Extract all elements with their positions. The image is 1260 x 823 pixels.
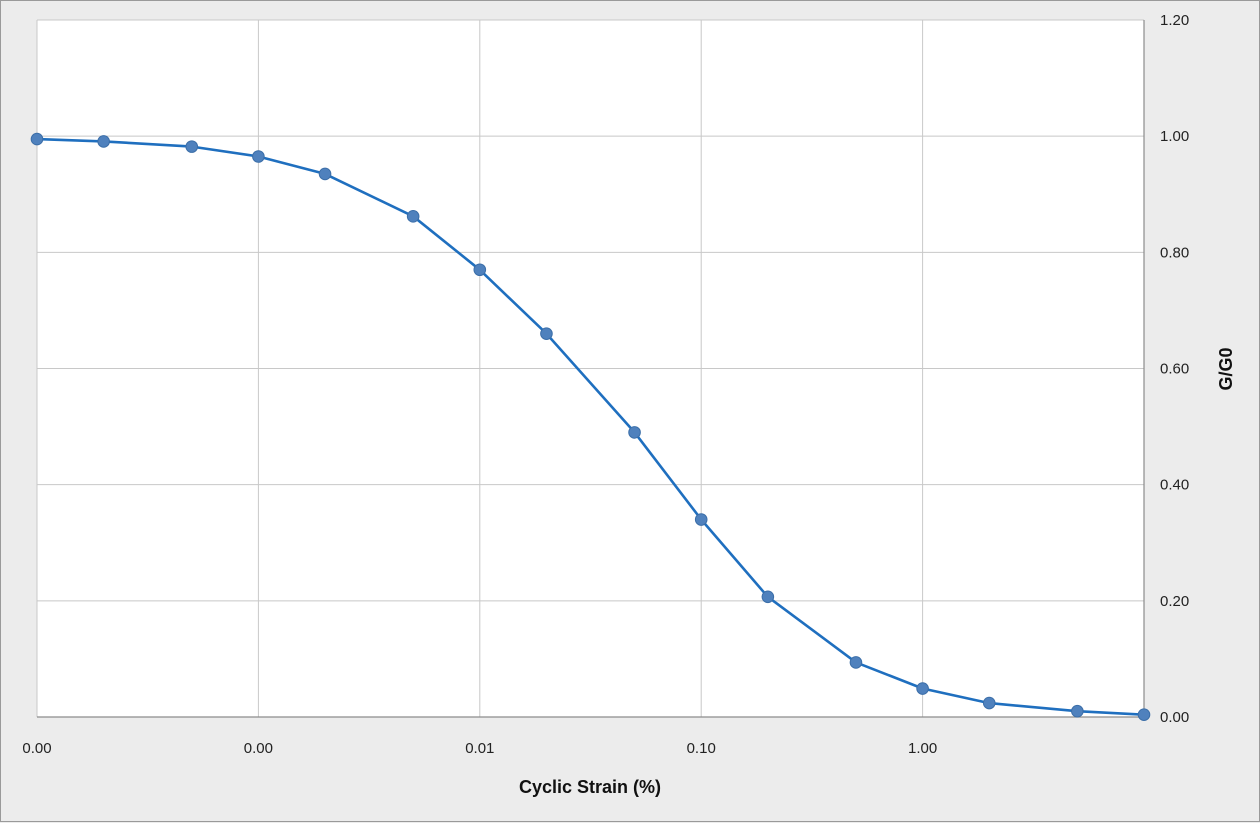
x-tick-label: 1.00	[908, 740, 937, 757]
data-point	[185, 140, 199, 153]
data-point	[30, 132, 44, 146]
y-tick-label: 0.40	[1160, 477, 1189, 494]
data-point	[761, 590, 775, 604]
data-point	[97, 135, 110, 148]
x-tick-label: 0.10	[687, 740, 716, 757]
data-point	[406, 210, 420, 223]
series-line	[36, 137, 1145, 716]
x-tick-label: 0.00	[22, 740, 51, 757]
data-point	[473, 263, 487, 277]
y-tick-label: 0.60	[1160, 361, 1189, 378]
x-axis-title: Cyclic Strain (%)	[519, 777, 661, 797]
y-axis-ticks: 0.00 0.20 0.40 0.60 0.80 1.00 1.20	[1160, 12, 1189, 726]
data-point	[252, 150, 265, 163]
y-tick-label: 0.80	[1160, 244, 1189, 261]
y-tick-label: 1.00	[1160, 128, 1189, 145]
y-tick-label: 1.20	[1160, 12, 1189, 29]
data-point	[318, 167, 332, 181]
data-point	[694, 513, 708, 526]
x-axis-ticks: 0.00 0.00 0.01 0.10 1.00	[22, 740, 937, 757]
y-tick-label: 0.00	[1160, 709, 1189, 726]
axes	[37, 20, 1145, 718]
series-markers	[30, 132, 1151, 721]
data-point	[1137, 708, 1151, 721]
x-tick-label: 0.01	[465, 740, 494, 757]
data-point	[628, 426, 641, 439]
data-point	[982, 696, 996, 710]
gridlines	[36, 19, 1145, 718]
data-point	[916, 682, 929, 695]
data-point	[1071, 704, 1084, 718]
y-tick-label: 0.20	[1160, 593, 1189, 610]
y-axis-title: G/G0	[1216, 347, 1236, 390]
data-point	[849, 656, 863, 669]
data-point	[540, 327, 553, 340]
x-tick-label: 0.00	[244, 740, 273, 757]
